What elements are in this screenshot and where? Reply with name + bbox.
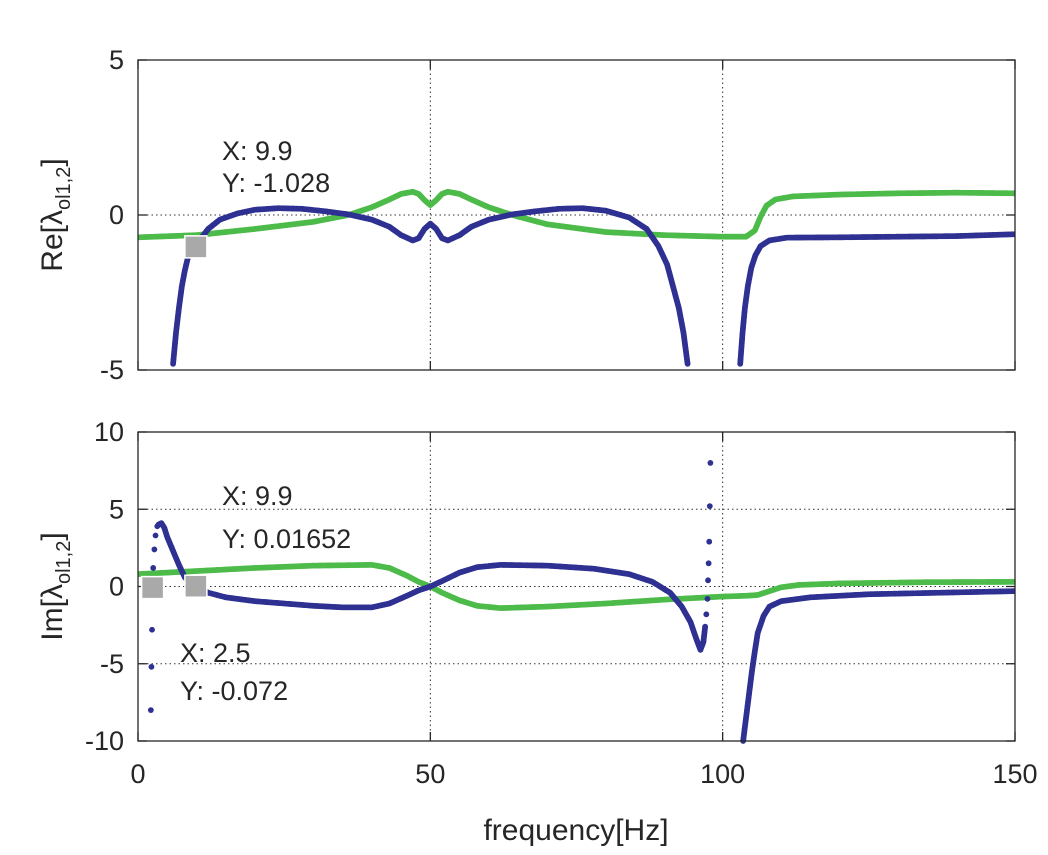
plot-area — [138, 460, 1015, 744]
y-axis-title-prefix: Re[ — [36, 224, 69, 271]
y-tick-label: 5 — [109, 45, 124, 75]
blue-series-point — [152, 532, 159, 539]
x-tick-label: 50 — [415, 759, 445, 789]
y-tick-label: -10 — [85, 726, 124, 756]
blue-series-point — [149, 626, 155, 633]
y-tick-label: 0 — [109, 572, 124, 602]
green-series-point — [1012, 578, 1015, 585]
blue-series-point — [705, 577, 711, 584]
y-tick-label: -5 — [100, 649, 124, 679]
y-axis-title-suffix: ] — [36, 158, 69, 166]
blue-series-point — [151, 546, 158, 553]
y-axis-title-suffix: ] — [36, 532, 69, 540]
y-axis-title: Im[λol1,2] — [36, 532, 75, 640]
y-axis-title-prefix: Im[ — [36, 598, 69, 640]
datatip-marker[interactable] — [140, 575, 165, 600]
datatip-y-text: Y: 0.01652 — [222, 524, 351, 554]
x-tick-label: 100 — [700, 759, 745, 789]
y-tick-label: 10 — [94, 417, 124, 447]
blue-series-point — [154, 523, 161, 530]
y-tick-label: -5 — [100, 355, 124, 385]
blue-series-point — [703, 611, 710, 618]
blue-series-point — [704, 595, 711, 602]
datatip-x-text: X: 9.9 — [222, 481, 293, 511]
datatip-marker[interactable] — [184, 574, 208, 598]
plot-area — [138, 188, 1015, 367]
x-tick-label: 150 — [992, 759, 1037, 789]
blue-series-point — [706, 503, 713, 510]
x-axis-title: frequency[Hz] — [483, 814, 668, 847]
datatip-y-text: Y: -1.028 — [222, 168, 330, 198]
blue-series-point — [150, 565, 157, 571]
y-axis-title-symbol: λ — [36, 584, 69, 599]
blue-series-point — [706, 538, 713, 545]
y-axis-title-subscript: ol1,2 — [53, 541, 75, 584]
y-axis-title: Re[λol1,2] — [36, 158, 75, 271]
datatip-marker[interactable] — [184, 235, 208, 259]
x-tick-label: 0 — [130, 759, 145, 789]
blue-series-point — [147, 707, 154, 713]
blue-series-point — [702, 623, 709, 630]
blue-series-point — [1012, 231, 1015, 238]
blue-series-point — [705, 560, 712, 567]
y-tick-label: 5 — [109, 494, 124, 524]
y-axis-title-symbol: λ — [36, 210, 69, 225]
blue-series-point — [707, 460, 714, 466]
datatip-x-text: X: 2.5 — [180, 638, 251, 668]
y-tick-label: 0 — [109, 200, 124, 230]
re-lambda-panel: 5 0 -5 Re[λol1,2] X: 9.9Y: -1.028 — [36, 45, 1016, 385]
blue-series-point — [148, 663, 155, 670]
green-series-point — [1012, 190, 1015, 197]
blue-series-point — [684, 360, 691, 367]
blue-series-point — [1012, 588, 1015, 595]
datatip-y-text: Y: -0.072 — [180, 676, 288, 706]
datatip-x-text: X: 9.9 — [222, 136, 293, 166]
y-axis-title-subscript: ol1,2 — [53, 167, 75, 210]
